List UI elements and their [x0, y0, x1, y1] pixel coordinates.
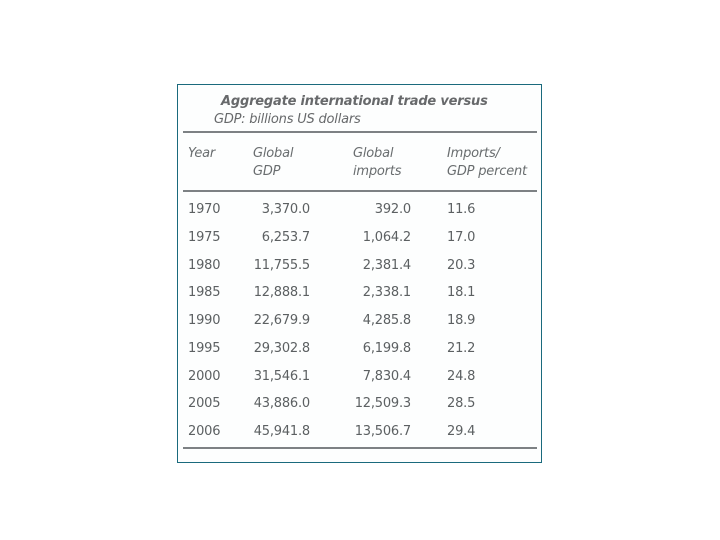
cell-imports: 12,509.3: [354, 396, 411, 412]
cell-year: 2000: [188, 368, 221, 384]
cell-imports: 392.0: [374, 202, 411, 217]
table-card: Aggregate international trade versus GDP…: [177, 84, 542, 463]
cell-gdp: 6,253.7: [261, 229, 310, 245]
table-title-line1: Aggregate international trade versus: [221, 94, 488, 109]
bottom-rule: [183, 446, 537, 449]
table-body: 1970 3,370.0 392.0 11.6 1975 6,253.7 1,0…: [178, 203, 541, 453]
cell-imports: 6,199.8: [362, 340, 411, 356]
table-row: 1985 12,888.1 2,338.1 18.1: [178, 286, 541, 314]
cell-gdp: 22,679.9: [253, 313, 310, 328]
cell-pct: 21.2: [447, 340, 476, 356]
cell-pct: 18.9: [447, 313, 476, 328]
cell-pct: 18.1: [447, 285, 476, 301]
col-header-gdp: Global GDP: [253, 146, 294, 179]
cell-pct: 11.6: [447, 202, 476, 217]
table-row: 2005 43,886.0 12,509.3 28.5: [178, 397, 541, 425]
cell-imports: 2,338.1: [362, 285, 411, 301]
table-row: 1970 3,370.0 392.0 11.6: [178, 203, 541, 231]
cell-pct: 24.8: [447, 368, 476, 384]
cell-imports: 4,285.8: [362, 313, 411, 328]
header-rule: [183, 190, 537, 192]
table-row: 1995 29,302.8 6,199.8 21.2: [178, 340, 541, 370]
cell-gdp: 43,886.0: [253, 396, 310, 412]
cell-gdp: 29,302.8: [253, 340, 310, 356]
col-header-imports: Global imports: [353, 146, 402, 179]
cell-gdp: 45,941.8: [253, 424, 310, 439]
cell-pct: 20.3: [447, 257, 476, 273]
table-row: 1975 6,253.7 1,064.2 17.0: [178, 229, 541, 259]
col-header-pct: Imports/ GDP percent: [447, 146, 527, 179]
cell-pct: 29.4: [447, 424, 476, 439]
cell-year: 1980: [188, 257, 221, 273]
cell-year: 2006: [188, 424, 221, 439]
cell-year: 1985: [188, 285, 221, 301]
cell-gdp: 31,546.1: [253, 368, 310, 384]
cell-imports: 1,064.2: [362, 229, 411, 245]
col-header-year: Year: [188, 146, 216, 161]
cell-pct: 28.5: [447, 396, 476, 412]
table-row: 1990 22,679.9 4,285.8 18.9: [178, 314, 541, 342]
cell-year: 1990: [188, 313, 221, 328]
cell-pct: 17.0: [447, 229, 476, 245]
cell-gdp: 12,888.1: [253, 285, 310, 301]
cell-imports: 13,506.7: [354, 424, 411, 439]
cell-year: 1970: [188, 202, 221, 217]
table-title: Aggregate international trade versus GDP…: [214, 93, 535, 129]
cell-gdp: 3,370.0: [261, 202, 310, 217]
table-row: 2006 45,941.8 13,506.7 29.4: [178, 425, 541, 453]
cell-year: 2005: [188, 396, 221, 412]
cell-imports: 2,381.4: [362, 257, 411, 273]
cell-year: 1975: [188, 229, 221, 245]
title-rule: [183, 131, 537, 133]
table-header-row: Year Global GDP Global imports Imports/ …: [178, 145, 541, 181]
cell-year: 1995: [188, 340, 221, 356]
table-row: 1980 11,755.5 2,381.4 20.3: [178, 257, 541, 287]
table-title-line2: GDP: billions US dollars: [214, 112, 361, 127]
cell-imports: 7,830.4: [362, 368, 411, 384]
cell-gdp: 11,755.5: [253, 257, 310, 273]
table-row: 2000 31,546.1 7,830.4 24.8: [178, 368, 541, 398]
